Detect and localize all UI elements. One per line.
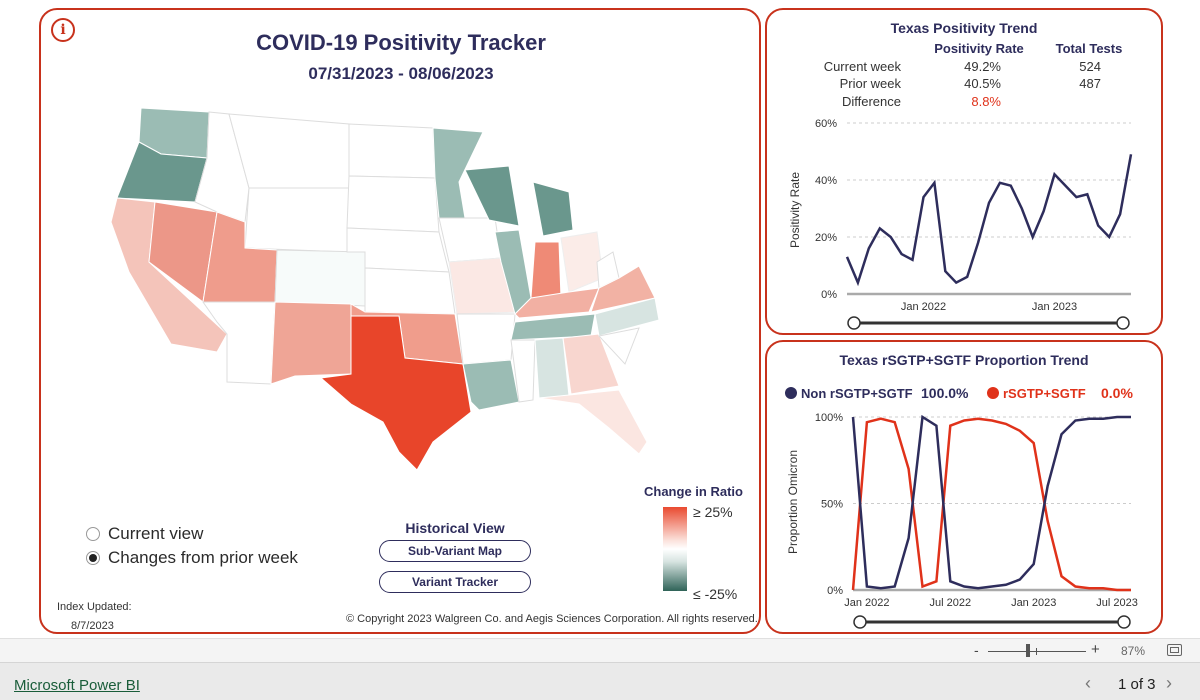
state-wyoming[interactable] [244, 187, 350, 253]
state-louisiana[interactable] [462, 359, 520, 411]
positivity-trend-chart: Positivity Rate Total Tests Current week… [788, 41, 1133, 330]
zoom-level: 87% [1121, 644, 1146, 658]
positivity-trend-panel: Texas Positivity Trend Positivity Rate T… [765, 8, 1163, 335]
radio-button-selected-icon[interactable] [86, 551, 100, 565]
difference-value: 8.8% [971, 94, 1001, 109]
sgtf-proportion-panel: Texas rSGTP+SGTF Proportion Trend Non rS… [765, 340, 1163, 634]
footer-bar: Microsoft Power BI ‹ 1 of 3 › [0, 662, 1200, 700]
legend-low-label: ≤ -25% [693, 586, 738, 602]
index-updated-label: Index Updated: [57, 601, 132, 613]
legend-dot-non-sgtf [785, 387, 797, 399]
state-texas[interactable] [319, 315, 472, 471]
slider-start-handle[interactable] [847, 316, 861, 330]
state-south-dakota[interactable] [346, 175, 440, 233]
zoom-in-button[interactable]: + [1091, 641, 1100, 658]
page-title: COVID-19 Positivity Tracker [256, 30, 546, 55]
trend-title: Texas Positivity Trend [890, 20, 1038, 36]
state-iowa[interactable] [438, 217, 502, 263]
x-tick-label: Jan 2022 [901, 301, 946, 313]
index-updated-date: 8/7/2023 [71, 620, 114, 632]
legend-name-non-sgtf: Non rSGTP+SGTF [801, 386, 913, 401]
state-virginia[interactable] [590, 265, 656, 313]
legend-high-label: ≥ 25% [693, 504, 733, 520]
x-tick-label: Jul 2023 [1096, 597, 1138, 609]
row-label: Prior week [840, 76, 902, 91]
state-michigan[interactable] [532, 181, 574, 237]
radio-changes-prior-week[interactable]: Changes from prior week [86, 548, 298, 568]
positivity-series-line [845, 154, 1133, 287]
y-tick-label: 40% [815, 175, 837, 187]
zoom-slider-track[interactable] [988, 651, 1086, 652]
state-florida[interactable] [538, 389, 648, 455]
zoom-slider-thumb[interactable] [1026, 644, 1030, 657]
state-north-dakota[interactable] [348, 123, 436, 179]
state-new-mexico[interactable] [270, 301, 352, 385]
state-georgia[interactable] [562, 333, 620, 395]
state-mississippi[interactable] [510, 339, 536, 403]
y-tick-label: 50% [821, 499, 843, 511]
zoom-slider-tick [1036, 648, 1037, 655]
y-tick-label: 0% [821, 289, 837, 301]
next-page-icon[interactable]: › [1166, 673, 1172, 693]
row-label: Current week [824, 59, 902, 74]
zoom-out-button[interactable]: - [974, 642, 979, 658]
row-tests: 524 [1079, 59, 1101, 74]
y-axis-label: Proportion Omicron [786, 450, 800, 554]
legend-title: Change in Ratio [644, 484, 743, 499]
slider-end-handle[interactable] [1117, 615, 1131, 629]
radio-button-icon[interactable] [86, 527, 100, 541]
col-header-tests: Total Tests [1056, 41, 1123, 56]
fit-to-page-icon[interactable] [1167, 644, 1182, 656]
legend-value-non-sgtf: 100.0% [921, 385, 969, 401]
x-tick-label: Jan 2023 [1011, 597, 1056, 609]
previous-page-icon[interactable]: ‹ [1085, 673, 1091, 693]
variant-tracker-button[interactable]: Variant Tracker [379, 571, 531, 593]
legend-value-sgtf: 0.0% [1101, 385, 1133, 401]
copyright-notice: © Copyright 2023 Walgreen Co. and Aegis … [346, 613, 758, 625]
power-bi-link[interactable]: Microsoft Power BI [14, 677, 140, 694]
state-arkansas[interactable] [456, 313, 516, 365]
date-range: 07/31/2023 - 08/06/2023 [308, 64, 494, 83]
slider-end-handle[interactable] [1116, 316, 1130, 330]
x-tick-label: Jan 2023 [1032, 301, 1077, 313]
info-icon[interactable]: i [51, 18, 75, 42]
y-tick-label: 20% [815, 232, 837, 244]
legend-name-sgtf: rSGTP+SGTF [1003, 386, 1086, 401]
sgtf-proportion-chart: Non rSGTP+SGTF 100.0% rSGTP+SGTF 0.0% 0%… [785, 385, 1138, 629]
y-tick-label: 0% [827, 585, 843, 597]
slider-start-handle[interactable] [853, 615, 867, 629]
row-label: Difference [842, 94, 901, 109]
state-colorado[interactable] [274, 249, 366, 307]
row-rate: 40.5% [964, 76, 1001, 91]
sub-variant-map-button[interactable]: Sub-Variant Map [379, 540, 531, 562]
legend-gradient [663, 507, 687, 591]
state-montana[interactable] [228, 113, 350, 189]
row-tests: 487 [1079, 76, 1101, 91]
historical-view-title: Historical View [405, 520, 505, 536]
zoom-bar: - + 87% [0, 638, 1200, 662]
map-panel: i COVID-19 Positivity Tracker 07/31/2023… [39, 8, 761, 634]
page-indicator: 1 of 3 [1118, 676, 1156, 693]
us-map [110, 107, 659, 471]
x-tick-label: Jul 2022 [930, 597, 972, 609]
row-rate: 49.2% [964, 59, 1001, 74]
radio-label: Current view [108, 524, 204, 543]
y-tick-label: 100% [815, 412, 843, 424]
non-sgtf-series-line [851, 414, 1131, 590]
col-header-rate: Positivity Rate [934, 41, 1024, 56]
state-indiana[interactable] [530, 241, 562, 299]
y-tick-label: 60% [815, 118, 837, 130]
state-south-carolina[interactable] [598, 327, 640, 365]
y-axis-label: Positivity Rate [788, 172, 802, 248]
sgtf-title: Texas rSGTP+SGTF Proportion Trend [839, 352, 1089, 368]
radio-current-view[interactable]: Current view [86, 524, 203, 544]
state-kansas[interactable] [364, 267, 456, 315]
sgtf-series-line [851, 417, 1131, 592]
radio-label: Changes from prior week [108, 548, 298, 567]
state-north-carolina[interactable] [594, 297, 659, 337]
x-tick-label: Jan 2022 [844, 597, 889, 609]
state-wisconsin[interactable] [464, 165, 520, 227]
legend-dot-sgtf [987, 387, 999, 399]
